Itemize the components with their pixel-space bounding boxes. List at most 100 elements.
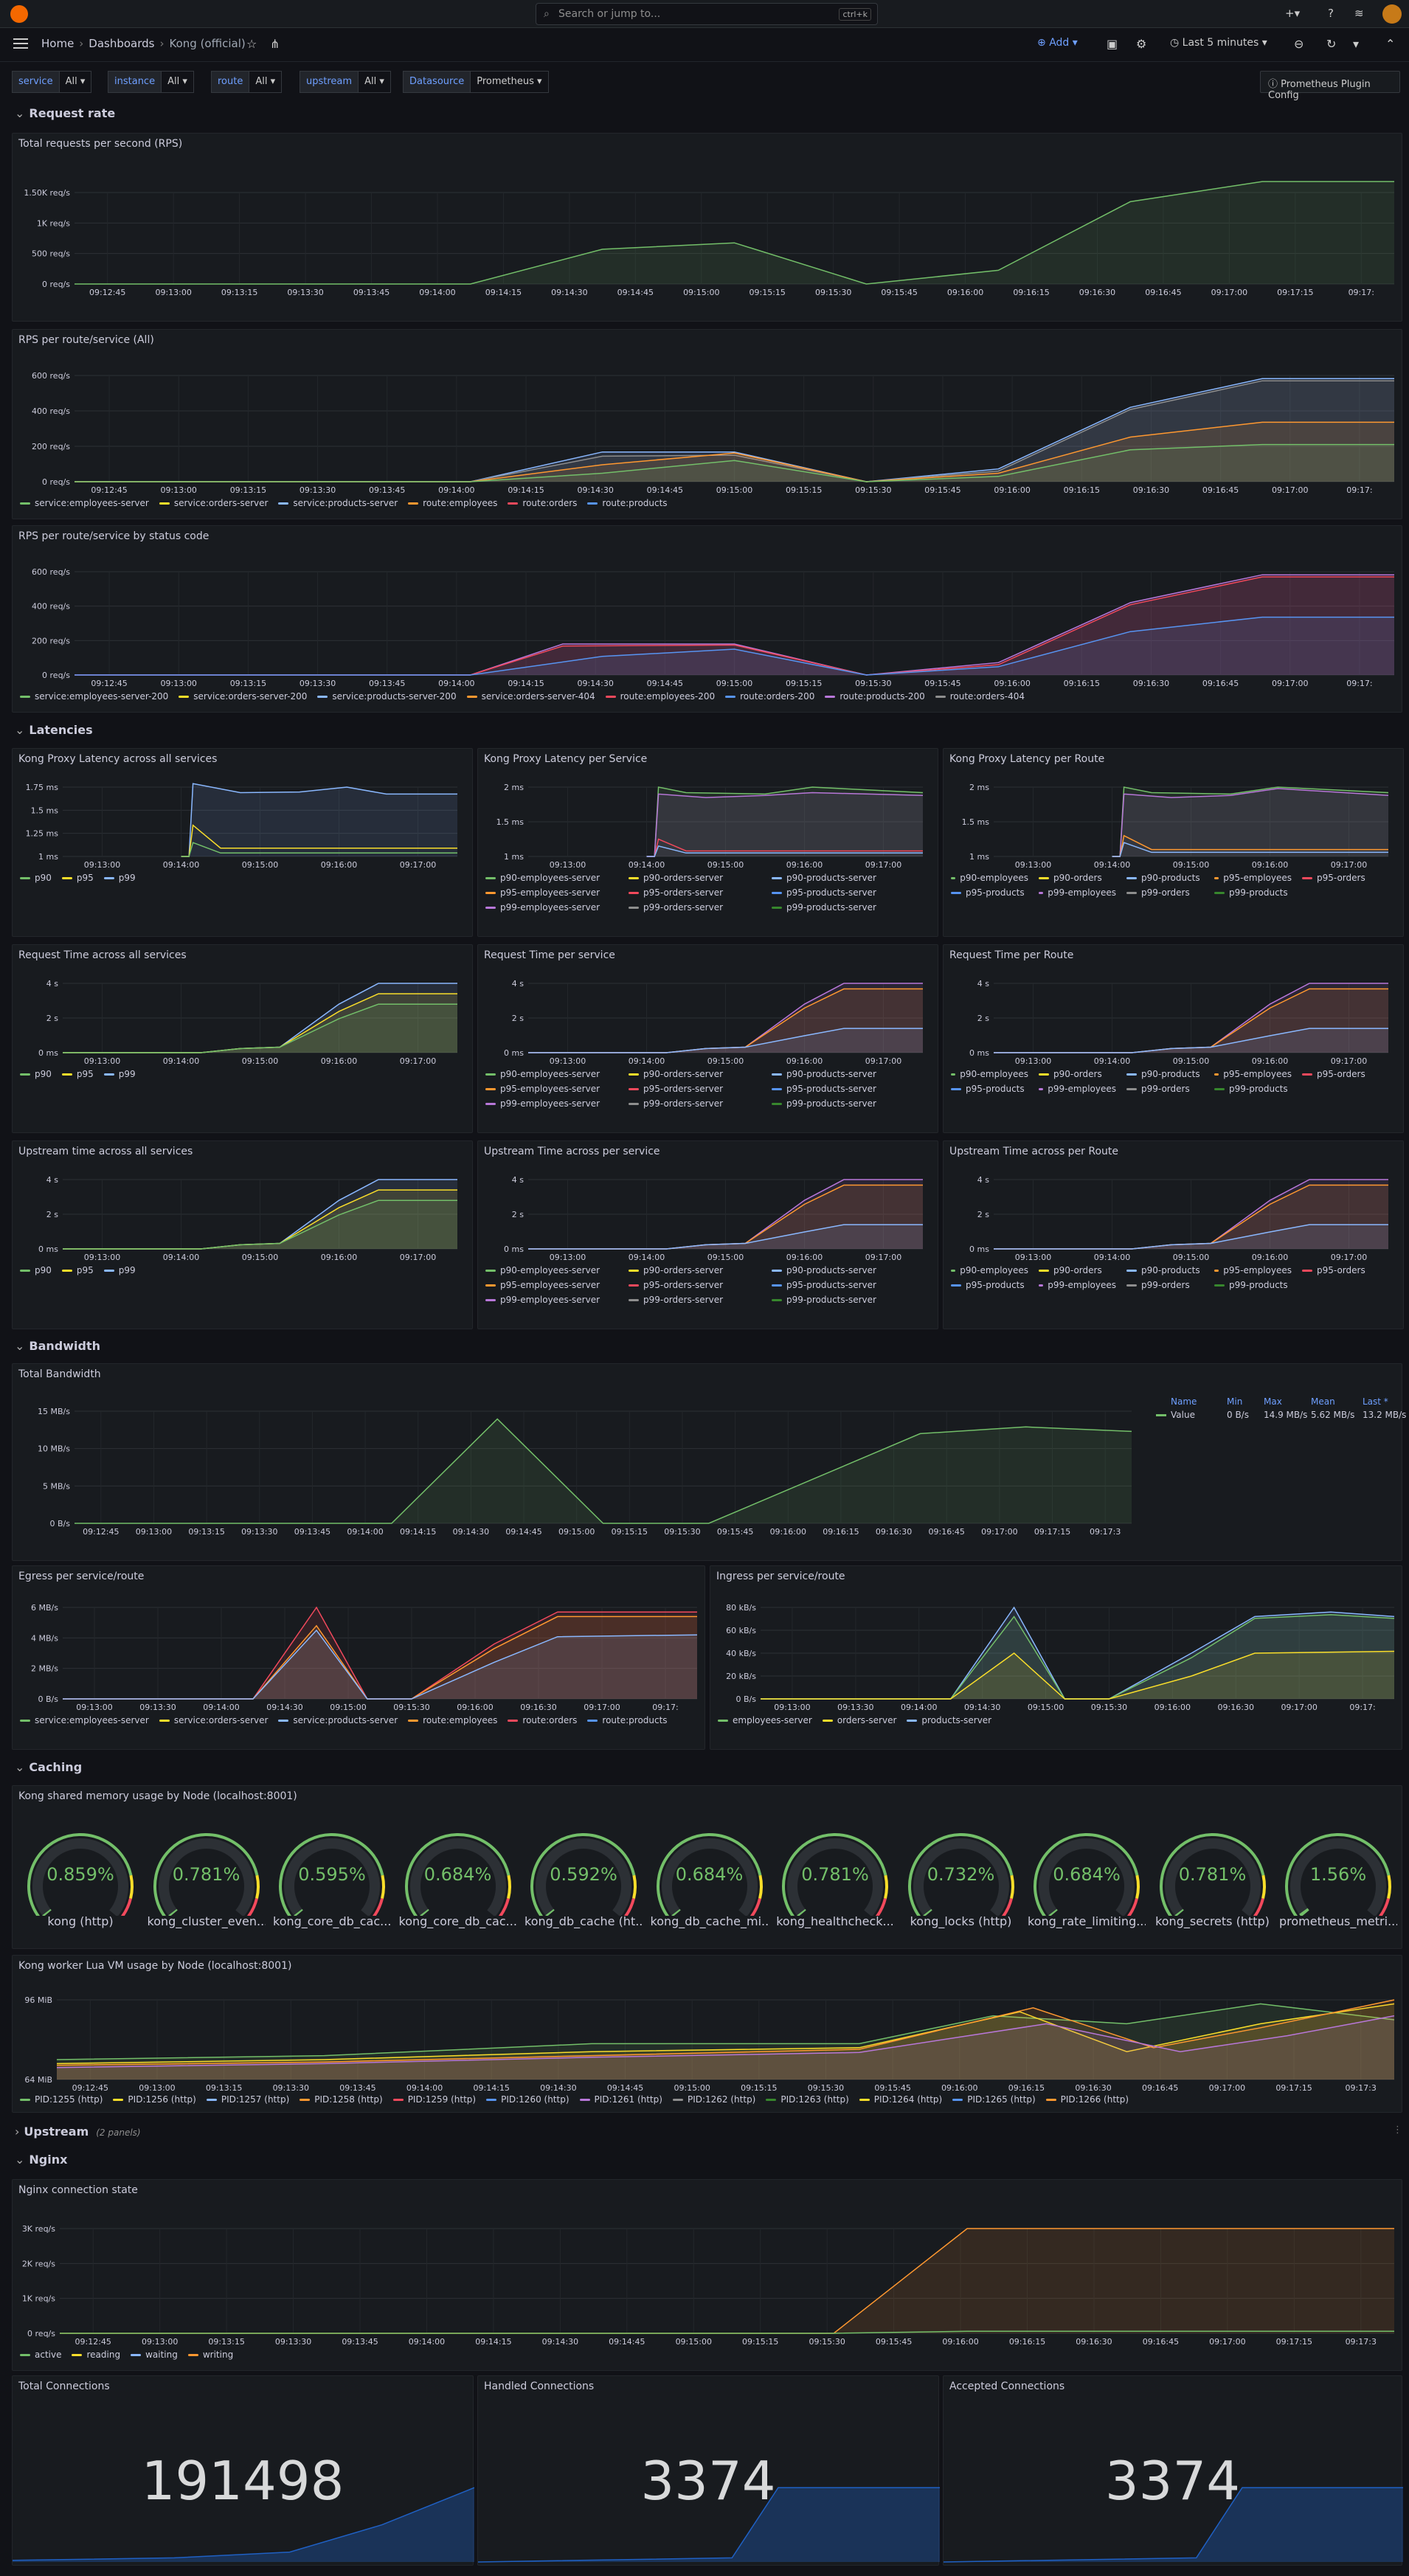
panel-rps_status[interactable]: RPS per route/service by status code 600 … [12, 525, 1402, 713]
var-instance[interactable]: instance All ▾ [108, 71, 194, 93]
panel-title[interactable]: Upstream time across all services [18, 1146, 193, 1157]
avatar[interactable] [1382, 4, 1402, 24]
panel-total_conn[interactable]: Total Connections 191498 [12, 2375, 474, 2566]
panel-title[interactable]: Nginx connection state [18, 2184, 138, 2196]
legend-item[interactable]: p99-orders [1126, 1280, 1204, 1290]
legend-item[interactable]: PID:1259 (http) [392, 2094, 476, 2105]
legend-item[interactable]: PID:1257 (http) [206, 2094, 289, 2105]
var-route-value[interactable]: All ▾ [249, 71, 283, 93]
legend-item[interactable]: p99-products [1214, 1280, 1292, 1290]
legend-item[interactable]: products-server [907, 1715, 991, 1725]
legend-item[interactable]: route:employees-200 [605, 691, 715, 702]
var-service[interactable]: service All ▾ [12, 71, 92, 93]
panel-title[interactable]: Total Connections [18, 2381, 110, 2392]
legend-item[interactable]: p95 [61, 1265, 94, 1275]
legend-item[interactable]: service:employees-server [20, 498, 149, 508]
legend-item[interactable]: p99-orders-server [629, 1295, 761, 1305]
legend-item[interactable]: waiting [131, 2350, 178, 2360]
legend-item[interactable]: orders-server [822, 1715, 896, 1725]
breadcrumb-home[interactable]: Home [41, 37, 75, 50]
panel-ingress[interactable]: Ingress per service/route 80 kB/s 60 kB/s 4… [710, 1565, 1402, 1750]
legend-item[interactable]: p95-products-server [772, 1084, 904, 1094]
panel-title[interactable]: Kong worker Lua VM usage by Node (localh… [18, 1960, 292, 1972]
legend-item[interactable]: p90 [20, 1265, 52, 1275]
zoom-out-icon[interactable]: ⊖ [1294, 37, 1304, 51]
legend-item[interactable]: p90-products [1126, 873, 1204, 883]
star-icon[interactable]: ☆ [246, 37, 257, 51]
legend-table-header[interactable]: Max [1264, 1396, 1282, 1407]
menu-icon[interactable] [13, 38, 28, 49]
legend-item[interactable]: PID:1264 (http) [859, 2094, 942, 2105]
panel-title[interactable]: Handled Connections [484, 2381, 595, 2392]
legend-item[interactable]: p99-employees [1039, 1084, 1116, 1094]
legend-item[interactable]: p90-orders [1039, 1265, 1116, 1275]
legend-item[interactable]: p90-employees [951, 1265, 1028, 1275]
legend-item[interactable]: p95-orders-server [629, 1280, 761, 1290]
help-icon[interactable]: ? [1328, 7, 1334, 20]
legend-item[interactable]: p90-orders-server [629, 873, 761, 883]
panel-title[interactable]: Request Time per service [484, 949, 615, 961]
legend-item[interactable]: p99-orders [1126, 1084, 1204, 1094]
panel-nginx[interactable]: Nginx connection state 3K req/s 2K req/s 1K… [12, 2179, 1402, 2371]
legend-item[interactable]: p95 [61, 873, 94, 883]
legend-item[interactable]: p99-employees [1039, 887, 1116, 898]
panel-title[interactable]: Kong Proxy Latency across all services [18, 753, 218, 765]
breadcrumb-dashboards[interactable]: Dashboards [89, 37, 155, 50]
panel-up_service[interactable]: Upstream Time across per service 4 s 2 s 0 … [477, 1140, 938, 1329]
var-instance-value[interactable]: All ▾ [162, 71, 194, 93]
legend-item[interactable]: service:products-server-200 [317, 691, 457, 702]
memory-gauge[interactable]: 0.732% kong_locks (http) [902, 1827, 1020, 1938]
legend-item[interactable]: p99-orders-server [629, 1098, 761, 1109]
panel-title[interactable]: Kong Proxy Latency per Service [484, 753, 648, 765]
legend-item[interactable]: p99-employees-server [485, 1098, 618, 1109]
legend-item[interactable]: p99-orders [1126, 887, 1204, 898]
legend-item[interactable]: p95-products-server [772, 887, 904, 898]
row-upstream[interactable]: › Upstream (2 panels) [15, 2125, 141, 2139]
legend-item[interactable]: p95-employees-server [485, 1280, 618, 1290]
legend-item[interactable]: p95-employees [1214, 873, 1292, 883]
legend-item[interactable]: route:employees [408, 1715, 497, 1725]
panel-title[interactable]: Accepted Connections [949, 2381, 1065, 2392]
legend-item[interactable]: p95-orders-server [629, 1084, 761, 1094]
legend-item[interactable]: p90-products-server [772, 1265, 904, 1275]
legend-item[interactable]: p95-orders-server [629, 887, 761, 898]
panel-proxy_route[interactable]: Kong Proxy Latency per Route 2 ms 1.5 ms 1 … [943, 748, 1404, 937]
panel-up_all[interactable]: Upstream time across all services 4 s 2 s 0… [12, 1140, 473, 1329]
legend-item[interactable]: p90 [20, 1069, 52, 1079]
memory-gauge[interactable]: 0.781% kong_secrets (http) [1154, 1827, 1272, 1938]
legend-item[interactable]: reading [72, 2350, 120, 2360]
legend-item[interactable]: p95-orders [1302, 1265, 1379, 1275]
panel-bandwidth[interactable]: Total Bandwidth 15 MB/s 10 MB/s 5 MB/s 0 B/s… [12, 1363, 1406, 1561]
panel-title[interactable]: RPS per route/service by status code [18, 530, 210, 542]
row-bandwidth[interactable]: ⌄ Bandwidth [15, 1339, 100, 1353]
legend-item[interactable]: p90-orders-server [629, 1265, 761, 1275]
panel-title[interactable]: RPS per route/service (All) [18, 334, 154, 346]
refresh-icon[interactable]: ↻ [1326, 37, 1337, 51]
share-icon[interactable]: ⋔ [270, 37, 280, 51]
row-latencies[interactable]: ⌄ Latencies [15, 723, 93, 737]
row-caching[interactable]: ⌄ Caching [15, 1760, 82, 1774]
legend-item[interactable]: p99-orders-server [629, 902, 761, 913]
legend-item[interactable]: p99 [103, 1069, 136, 1079]
var-upstream[interactable]: upstream All ▾ [300, 71, 391, 93]
row-request-rate[interactable]: ⌄ Request rate [15, 106, 115, 120]
legend-item[interactable]: p95-employees [1214, 1265, 1292, 1275]
legend-table-header[interactable]: Mean [1311, 1396, 1335, 1407]
grafana-logo-icon[interactable] [10, 5, 28, 23]
collapse-chevron-icon[interactable]: ⌃ [1385, 37, 1396, 51]
var-route[interactable]: route All ▾ [211, 71, 283, 93]
memory-gauge[interactable]: 0.859% kong (http) [21, 1827, 139, 1938]
panel-lua[interactable]: Kong worker Lua VM usage by Node (localh… [12, 1955, 1402, 2113]
memory-gauge[interactable]: 1.56% prometheus_metri... [1279, 1827, 1397, 1938]
var-datasource[interactable]: Datasource Prometheus ▾ [403, 71, 549, 93]
search-input[interactable]: ⌕ Search or jump to... ctrl+k [536, 3, 878, 25]
legend-item[interactable]: p95-products-server [772, 1280, 904, 1290]
memory-gauge[interactable]: 0.684% kong_core_db_cac... [399, 1827, 517, 1938]
legend-item[interactable]: PID:1263 (http) [766, 2094, 849, 2105]
legend-table-header[interactable]: Name [1171, 1396, 1197, 1407]
panel-req_route[interactable]: Request Time per Route 4 s 2 s 0 ms 09:13:00… [943, 944, 1404, 1133]
legend-item[interactable]: route:orders [508, 498, 577, 508]
news-feed-icon[interactable]: ≋ [1354, 7, 1364, 20]
panel-handled_conn[interactable]: Handled Connections 3374 [477, 2375, 940, 2566]
legend-item[interactable]: p95-orders [1302, 1069, 1379, 1079]
